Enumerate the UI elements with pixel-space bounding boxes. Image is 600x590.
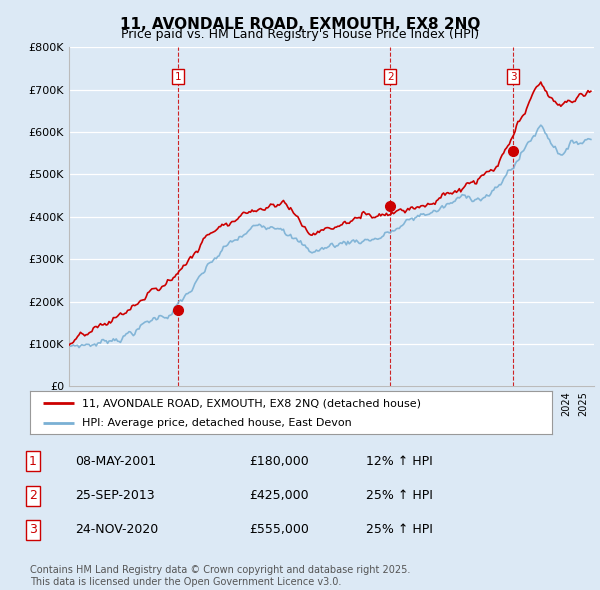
Text: 11, AVONDALE ROAD, EXMOUTH, EX8 2NQ: 11, AVONDALE ROAD, EXMOUTH, EX8 2NQ (120, 17, 480, 31)
Text: 25% ↑ HPI: 25% ↑ HPI (366, 489, 433, 502)
Text: 2: 2 (387, 72, 394, 82)
Text: 24-NOV-2020: 24-NOV-2020 (75, 523, 158, 536)
Text: 25% ↑ HPI: 25% ↑ HPI (366, 523, 433, 536)
Text: 3: 3 (510, 72, 517, 82)
Text: 08-MAY-2001: 08-MAY-2001 (75, 455, 156, 468)
Text: Contains HM Land Registry data © Crown copyright and database right 2025.
This d: Contains HM Land Registry data © Crown c… (30, 565, 410, 587)
Text: £555,000: £555,000 (249, 523, 309, 536)
Text: 1: 1 (175, 72, 181, 82)
Text: 12% ↑ HPI: 12% ↑ HPI (366, 455, 433, 468)
Text: HPI: Average price, detached house, East Devon: HPI: Average price, detached house, East… (82, 418, 352, 428)
Text: 25-SEP-2013: 25-SEP-2013 (75, 489, 155, 502)
Text: Price paid vs. HM Land Registry's House Price Index (HPI): Price paid vs. HM Land Registry's House … (121, 28, 479, 41)
Text: £180,000: £180,000 (249, 455, 309, 468)
Text: 11, AVONDALE ROAD, EXMOUTH, EX8 2NQ (detached house): 11, AVONDALE ROAD, EXMOUTH, EX8 2NQ (det… (82, 398, 421, 408)
Text: 2: 2 (29, 489, 37, 502)
Text: 3: 3 (29, 523, 37, 536)
Text: 1: 1 (29, 455, 37, 468)
Text: £425,000: £425,000 (249, 489, 308, 502)
